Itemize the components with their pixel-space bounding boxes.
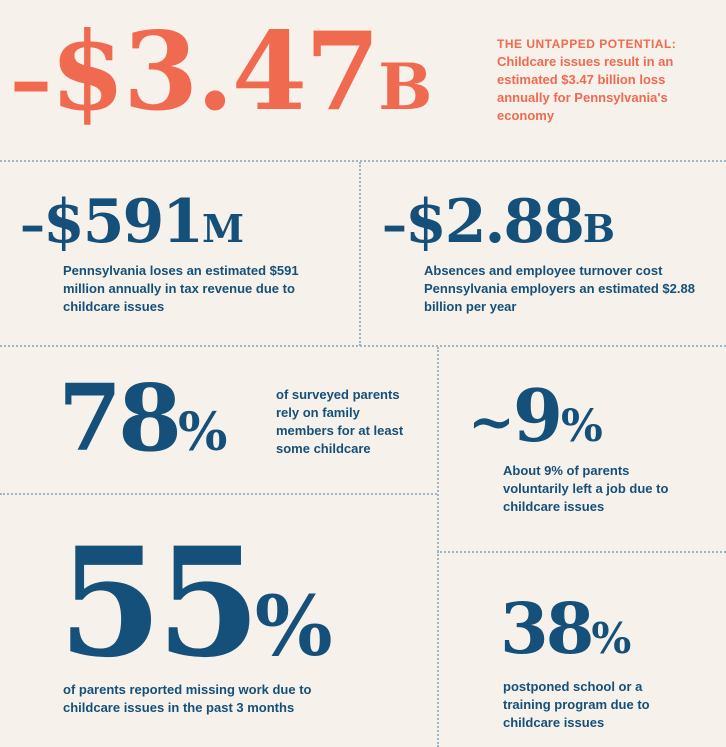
divider-right-column bbox=[437, 347, 439, 747]
employers-unit: B bbox=[582, 206, 616, 251]
postponed-value: 38 bbox=[500, 587, 594, 670]
postponed-stat: 38% bbox=[500, 594, 631, 664]
family-stat: 78% bbox=[58, 372, 227, 464]
hero-unit: B bbox=[378, 50, 433, 125]
family-description: of surveyed parents rely on family membe… bbox=[276, 387, 404, 456]
employers-stat: –$2.88B bbox=[382, 192, 615, 252]
tax-stat: –$591M bbox=[20, 192, 244, 252]
hero-stat: –$3.47B bbox=[10, 18, 432, 126]
missing-unit: % bbox=[254, 579, 333, 675]
missing-description: of parents reported missing work due to … bbox=[63, 682, 312, 715]
family-value: 78 bbox=[58, 364, 182, 472]
missing-stat: 55% bbox=[58, 528, 333, 678]
hero-heading: THE UNTAPPED POTENTIAL: bbox=[497, 37, 677, 51]
divider-middle bbox=[0, 345, 726, 347]
tax-value: $591 bbox=[43, 187, 204, 257]
tax-prefix: – bbox=[20, 195, 45, 254]
leftjob-unit: % bbox=[561, 401, 603, 452]
divider-right-lower bbox=[437, 551, 726, 553]
postponed-unit: % bbox=[591, 614, 632, 663]
employers-prefix: – bbox=[382, 195, 407, 254]
divider-left-lower bbox=[0, 493, 437, 495]
divider-top bbox=[0, 160, 726, 162]
employers-description: Absences and employee turnover cost Penn… bbox=[424, 263, 695, 314]
postponed-description: postponed school or a training program d… bbox=[503, 679, 650, 730]
divider-row1-vertical bbox=[359, 162, 361, 346]
leftjob-stat: ~9% bbox=[468, 380, 603, 452]
employers-value: $2.88 bbox=[405, 187, 585, 257]
hero-description: Childcare issues result in an estimated … bbox=[497, 54, 674, 123]
leftjob-value: 9 bbox=[512, 373, 563, 458]
hero-value: $3.47 bbox=[50, 9, 380, 135]
family-unit: % bbox=[178, 402, 228, 463]
leftjob-description: About 9% of parents voluntarily left a j… bbox=[503, 463, 669, 514]
hero-prefix: – bbox=[10, 30, 52, 129]
tax-unit: M bbox=[202, 206, 245, 251]
leftjob-prefix: ~ bbox=[468, 389, 515, 455]
missing-value: 55 bbox=[58, 515, 261, 691]
tax-description: Pennsylvania loses an estimated $591 mil… bbox=[63, 263, 299, 314]
